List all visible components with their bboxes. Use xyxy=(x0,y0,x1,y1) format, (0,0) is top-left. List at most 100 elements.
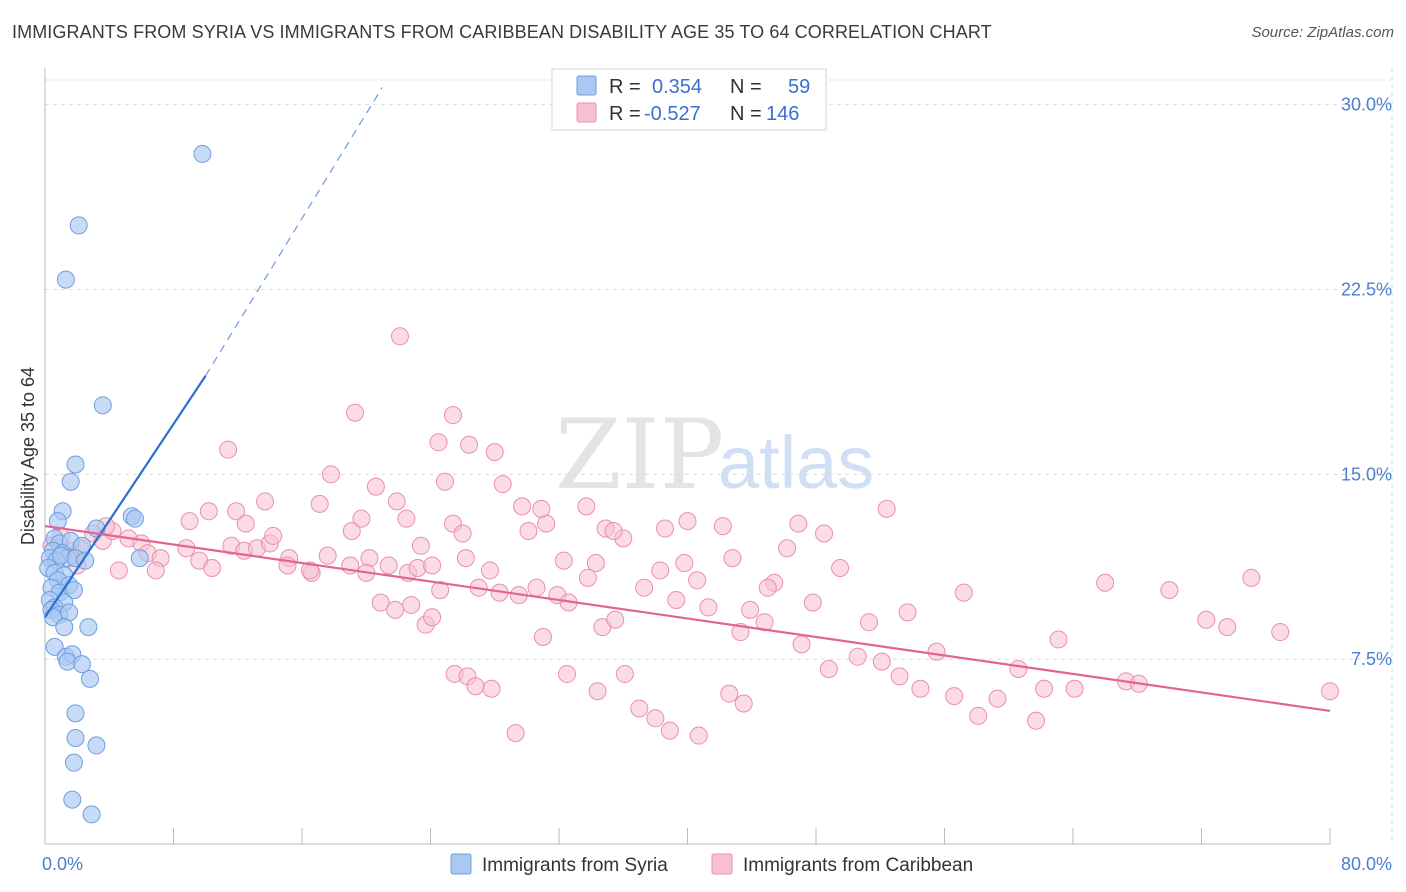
caribbean-point-67 xyxy=(606,610,625,629)
caribbean-point-40 xyxy=(321,465,340,484)
caribbean-point-82 xyxy=(792,635,811,654)
syria-point-0 xyxy=(193,144,212,163)
syria-point-39 xyxy=(55,618,74,637)
caribbean-point-110 xyxy=(1321,682,1339,701)
bottom-legend-label-syria: Immigrants from Syria xyxy=(482,855,668,876)
caribbean-point-106 xyxy=(1197,610,1216,629)
caribbean-point-129 xyxy=(371,593,390,612)
y-tick-label-3: 30.0% xyxy=(1341,95,1392,115)
caribbean-point-113 xyxy=(460,435,479,454)
caribbean-point-34 xyxy=(236,514,255,533)
caribbean-point-84 xyxy=(819,660,838,679)
syria-point-48 xyxy=(66,729,85,748)
syria-point-3 xyxy=(93,396,112,415)
caribbean-point-121 xyxy=(656,519,675,538)
y-tick-labels: 7.5% 15.0% 22.5% 30.0% xyxy=(1341,95,1392,670)
watermark: ZIP atlas xyxy=(555,399,874,511)
legend-box: R = 0.354 N = 59 R = -0.527 N = 146 xyxy=(551,68,827,131)
legend-r-label-syria: R = xyxy=(609,76,641,98)
caribbean-point-88 xyxy=(872,652,891,671)
syria-point-10 xyxy=(125,509,144,528)
caribbean-point-50 xyxy=(435,472,454,491)
caribbean-point-115 xyxy=(493,475,512,494)
syria-point-2 xyxy=(56,270,75,289)
caribbean-point-76 xyxy=(723,549,742,568)
caribbean-point-98 xyxy=(1027,711,1046,730)
syria-point-4 xyxy=(66,455,85,474)
x-tick-label-max: 80.0% xyxy=(1341,854,1392,874)
caribbean-point-126 xyxy=(877,499,896,518)
y-tick-label-2: 22.5% xyxy=(1341,279,1392,299)
caribbean-point-49 xyxy=(429,433,448,452)
syria-point-7 xyxy=(48,512,67,531)
syria-point-52 xyxy=(82,805,101,824)
caribbean-point-99 xyxy=(1035,679,1054,698)
caribbean-point-131 xyxy=(402,595,421,614)
caribbean-point-109 xyxy=(1271,623,1290,642)
caribbean-point-137 xyxy=(482,679,501,698)
syria-point-23 xyxy=(130,549,149,568)
legend-n-value-caribbean: 146 xyxy=(766,103,799,125)
syria-point-46 xyxy=(80,669,99,688)
caribbean-point-147 xyxy=(720,684,739,703)
syria-point-50 xyxy=(64,753,83,772)
chart-source: Source: ZipAtlas.com xyxy=(1251,24,1394,41)
caribbean-point-41 xyxy=(342,522,361,541)
caribbean-point-133 xyxy=(423,608,442,627)
caribbean-point-32 xyxy=(219,440,238,459)
legend-swatch-caribbean xyxy=(576,102,597,123)
legend-r-value-caribbean: -0.527 xyxy=(644,103,701,125)
bottom-legend-swatch-syria xyxy=(450,853,472,875)
caribbean-point-95 xyxy=(969,706,988,725)
caribbean-point-72 xyxy=(675,554,694,573)
caribbean-point-130 xyxy=(386,600,405,619)
legend-swatch-syria xyxy=(576,75,597,96)
caribbean-point-75 xyxy=(713,517,732,536)
syria-point-47 xyxy=(66,704,85,723)
caribbean-point-85 xyxy=(831,558,850,577)
caribbean-point-54 xyxy=(480,561,499,580)
caribbean-point-105 xyxy=(1160,581,1179,600)
caribbean-point-38 xyxy=(301,561,320,580)
grid-lines xyxy=(45,68,1393,844)
caribbean-point-116 xyxy=(513,497,532,516)
legend-n-value-syria: 59 xyxy=(788,76,810,98)
caribbean-point-122 xyxy=(678,512,697,531)
trend-lines xyxy=(44,87,1331,713)
caribbean-point-30 xyxy=(180,512,199,531)
syria-point-45 xyxy=(72,655,91,674)
caribbean-point-97 xyxy=(1009,660,1028,679)
y-axis-title: Disability Age 35 to 64 xyxy=(18,367,38,545)
syria-point-1 xyxy=(69,216,88,235)
caribbean-point-59 xyxy=(527,578,546,597)
caribbean-point-128 xyxy=(352,509,371,528)
bottom-legend-swatch-caribbean xyxy=(711,853,733,875)
caribbean-point-148 xyxy=(734,694,753,713)
bottom-legend: Immigrants from Syria Immigrants from Ca… xyxy=(450,853,973,876)
watermark-zip: ZIP xyxy=(555,399,724,511)
caribbean-point-45 xyxy=(397,509,416,528)
caribbean-point-33 xyxy=(227,502,246,521)
caribbean-point-78 xyxy=(741,600,760,619)
caribbean-point-142 xyxy=(615,664,634,683)
chart-title: IMMIGRANTS FROM SYRIA VS IMMIGRANTS FROM… xyxy=(12,22,992,42)
caribbean-point-23 xyxy=(379,556,398,575)
caribbean-point-86 xyxy=(848,647,867,666)
caribbean-point-35 xyxy=(256,492,275,511)
caribbean-trend-line xyxy=(44,524,1331,713)
caribbean-point-136 xyxy=(466,677,485,696)
caribbean-point-64 xyxy=(578,568,597,587)
caribbean-point-91 xyxy=(911,679,930,698)
legend-r-label-caribbean: R = xyxy=(609,103,641,125)
syria-trend-line xyxy=(44,375,207,618)
caribbean-point-111 xyxy=(390,327,409,346)
syria-point-31 xyxy=(64,581,83,600)
caribbean-point-94 xyxy=(954,583,973,602)
caribbean-point-92 xyxy=(927,642,946,661)
caribbean-point-124 xyxy=(789,514,808,533)
caribbean-point-117 xyxy=(532,499,551,518)
x-tick-labels: 0.0% 80.0% xyxy=(42,854,1392,874)
syria-points xyxy=(39,144,212,824)
y-tick-label-1: 15.0% xyxy=(1341,464,1392,484)
